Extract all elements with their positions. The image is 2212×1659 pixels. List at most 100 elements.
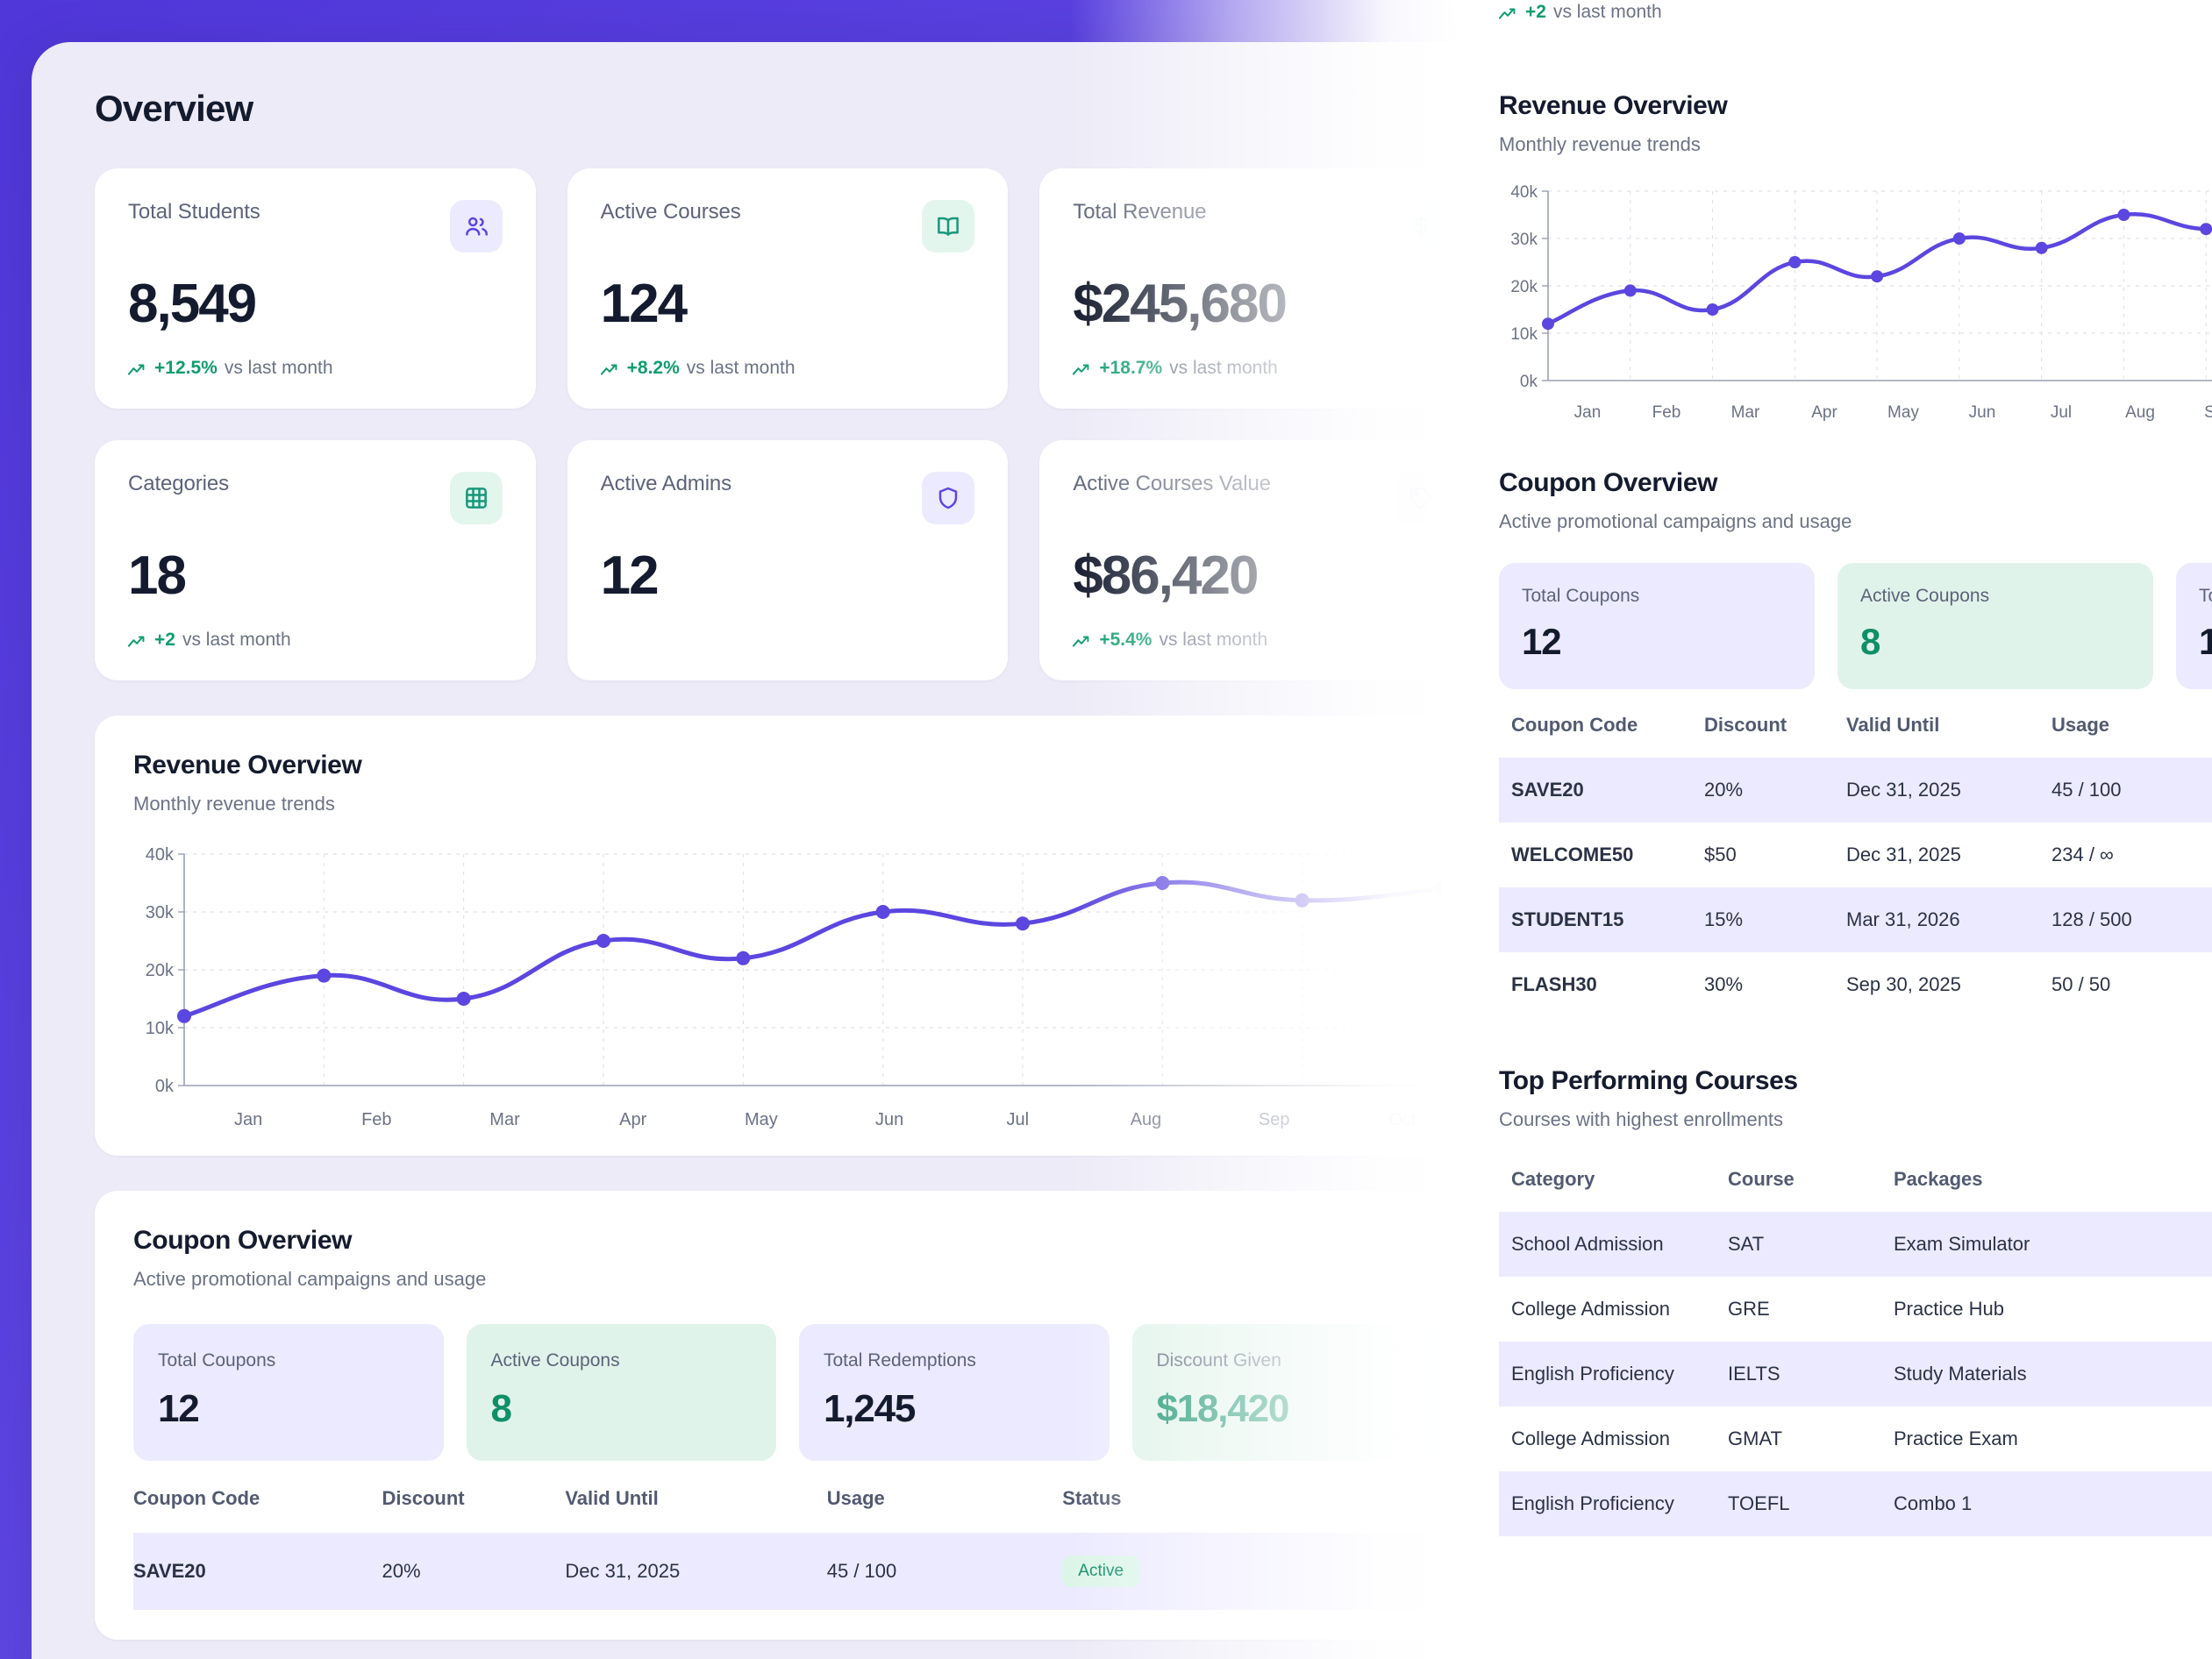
- course-name: SAT: [1728, 1233, 1765, 1255]
- coupon-discount: 15%: [1704, 908, 1744, 930]
- detail-revenue-line-chart[interactable]: 0k 10k 20k 30k 40k Jan Feb Mar Apr May Jun Jul Aug S…: [1499, 182, 2212, 422]
- table-row[interactable]: STUDENT15 15% Mar 31, 2026 128 / 500: [1499, 887, 2212, 952]
- course-package: Practice Hub: [1894, 1298, 2004, 1320]
- stat-label: Active Courses Value: [1073, 472, 1271, 495]
- coupon-discount: 20%: [1704, 779, 1744, 801]
- course-name: GRE: [1728, 1298, 1770, 1320]
- tile-label: Discount Given: [1156, 1350, 1281, 1371]
- table-row[interactable]: WELCOME50 $50 Dec 31, 2025 234 / ∞: [1499, 822, 2212, 887]
- app-window: Overview Total Students: [32, 42, 1459, 1659]
- stat-delta-suffix: vs last month: [182, 630, 291, 650]
- course-category: School Admission: [1511, 1233, 1664, 1255]
- stat-delta-value: +2: [154, 630, 175, 650]
- course-name: IELTS: [1728, 1363, 1780, 1385]
- table-row[interactable]: SAVE20 20% Dec 31, 2025 45 / 100 Active: [133, 1533, 1442, 1610]
- dollar-icon: [1394, 200, 1447, 253]
- detail-delta-value: +2: [1525, 2, 1546, 22]
- revenue-panel-title: Revenue Overview: [133, 751, 362, 780]
- coupon-col-discount: Discount: [1704, 714, 1787, 736]
- table-row[interactable]: FLASH30 30% Sep 30, 2025 50 / 50: [1499, 952, 2212, 1017]
- stat-value: $86,420: [1073, 545, 1259, 606]
- x-tick-label: Apr: [619, 1110, 647, 1129]
- stat-delta: +8.2% vs last month: [600, 358, 975, 379]
- x-tick-label: Sep: [2204, 403, 2212, 422]
- coupon-col-valid: Valid Until: [1846, 714, 1940, 736]
- stat-card-active-courses-value[interactable]: Active Courses Value $86,420: [1039, 440, 1459, 680]
- detail-tile-active-coupons: Active Coupons 8: [1837, 563, 2153, 689]
- stat-label: Categories: [128, 472, 230, 495]
- coupon-code-link[interactable]: SAVE20: [1511, 779, 1584, 801]
- coupon-panel-title: Coupon Overview: [133, 1226, 353, 1255]
- table-row[interactable]: College Admission GMAT Practice Exam: [1499, 1406, 2212, 1471]
- course-category: College Admission: [1511, 1428, 1670, 1449]
- stat-label: Total Students: [128, 200, 260, 224]
- detail-coupon-title: Coupon Overview: [1499, 468, 1718, 497]
- coupon-overview-panel: Coupon Overview Active promotional campa…: [95, 1191, 1459, 1640]
- coupon-discount: 30%: [1704, 973, 1744, 995]
- stat-label: Active Courses: [600, 200, 741, 224]
- table-row[interactable]: SAVE20 20% Dec 31, 2025 45 / 100: [1499, 758, 2212, 822]
- coupon-code-link[interactable]: WELCOME50: [1511, 844, 1634, 865]
- detail-top-delta: +2 vs last month: [1498, 0, 2212, 23]
- table-row[interactable]: School Admission SAT Exam Simulator: [1499, 1212, 2212, 1277]
- tile-value: 8: [1860, 621, 1880, 662]
- tile-label: Total Coupons: [158, 1350, 276, 1371]
- tile-value: 12: [1522, 621, 1562, 662]
- tile-label: Total Redemptions: [824, 1350, 976, 1371]
- coupon-code-link[interactable]: FLASH30: [1511, 973, 1597, 995]
- stat-delta: +2 vs last month: [127, 630, 503, 651]
- stat-delta: +12.5% vs last month: [127, 358, 503, 379]
- x-tick-label: May: [745, 1110, 778, 1129]
- x-tick-label: Jan: [233, 1110, 263, 1129]
- tile-value: 1,245: [2199, 621, 2212, 662]
- table-row[interactable]: English Proficiency TOEFL Combo 1: [1499, 1471, 2212, 1536]
- stat-card-active-admins[interactable]: Active Admins 12: [567, 440, 1009, 680]
- stat-card-total-students[interactable]: Total Students 8,549: [95, 168, 536, 409]
- detail-delta-suffix: vs last month: [1552, 2, 1662, 22]
- stat-delta-suffix: vs last month: [1159, 630, 1268, 650]
- revenue-line-chart[interactable]: 0k 10k 20k 30k 40k Jan Feb Mar Apr May Jun Jul Aug S…: [133, 845, 1442, 1129]
- table-row[interactable]: English Proficiency IELTS Study Material…: [1499, 1342, 2212, 1406]
- course-category: English Proficiency: [1511, 1492, 1674, 1514]
- stat-card-total-revenue[interactable]: Total Revenue $245,680 +18.7% vs last mo: [1039, 168, 1459, 409]
- x-tick-label: Jun: [874, 1110, 904, 1129]
- x-tick-label: Mar: [489, 1110, 520, 1129]
- coupon-code-link[interactable]: SAVE20: [133, 1560, 206, 1582]
- table-row[interactable]: College Admission GRE Practice Hub: [1499, 1277, 2212, 1342]
- stat-label: Active Admins: [600, 472, 732, 495]
- stat-value: 18: [128, 545, 187, 606]
- detail-tile-total-coupons: Total Coupons 12: [1499, 563, 1815, 689]
- coupon-valid: Dec 31, 2025: [1846, 779, 1961, 801]
- courses-col-category: Category: [1511, 1168, 1595, 1190]
- x-tick-label: Aug: [2125, 403, 2155, 422]
- x-tick-label: Sep: [1258, 1110, 1290, 1129]
- revenue-chart-x-axis: Jan Feb Mar Apr May Jun Jul Aug Sep Oct: [184, 1110, 1459, 1130]
- coupon-tile-active-coupons: Active Coupons 8: [466, 1324, 776, 1461]
- stat-card-categories[interactable]: Categories 18: [95, 440, 536, 680]
- course-category: English Proficiency: [1511, 1363, 1674, 1385]
- coupon-usage: 45 / 100: [826, 1560, 897, 1582]
- detail-revenue-title: Revenue Overview: [1499, 91, 1728, 120]
- x-tick-label: Apr: [1811, 403, 1837, 422]
- trend-up-icon: [127, 633, 147, 647]
- detail-coupon-subtitle: Active promotional campaigns and usage: [1499, 510, 1852, 532]
- coupon-tile-total-coupons: Total Coupons 12: [133, 1324, 444, 1461]
- stat-delta: +5.4% vs last month: [1073, 630, 1447, 651]
- detail-coupon-table: Coupon Code Discount Valid Until Usage S…: [1499, 689, 2212, 1017]
- x-tick-label: Jul: [1006, 1110, 1030, 1129]
- svg-text:30k: 30k: [146, 903, 175, 922]
- stat-label: Total Revenue: [1073, 200, 1207, 224]
- coupon-code-link[interactable]: STUDENT15: [1511, 908, 1624, 930]
- detail-panel: +2 vs last month Revenue Overview Monthl…: [1459, 0, 2212, 1659]
- svg-text:20k: 20k: [1510, 278, 1538, 296]
- top-courses-table: Category Course Packages School Admissio…: [1499, 1143, 2212, 1536]
- coupon-col-usage: Usage: [2051, 714, 2110, 736]
- stat-delta-suffix: vs last month: [224, 358, 333, 378]
- course-name: GMAT: [1728, 1428, 1782, 1449]
- stat-card-active-courses[interactable]: Active Courses 124: [567, 168, 1009, 409]
- coupon-col-usage: Usage: [826, 1487, 885, 1509]
- svg-text:0k: 0k: [1520, 373, 1538, 391]
- trend-up-icon: [1073, 361, 1092, 375]
- trend-up-icon: [127, 361, 147, 375]
